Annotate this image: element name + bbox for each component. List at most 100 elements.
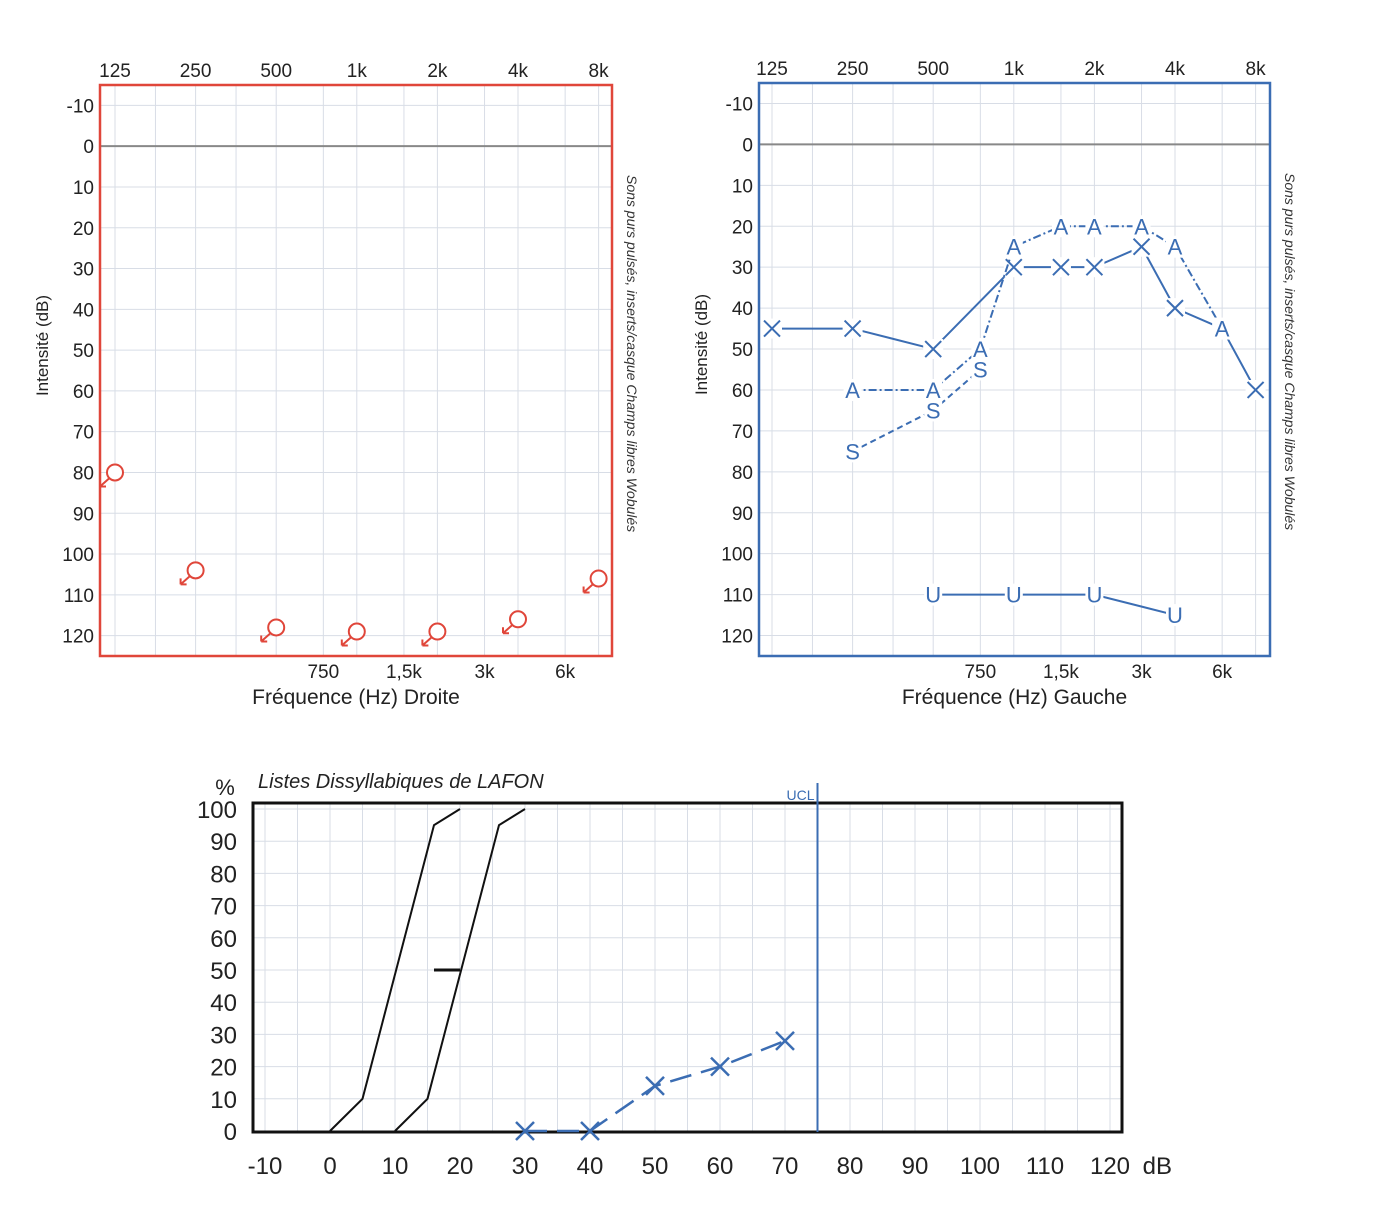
top-tick-label: 125 [99, 61, 131, 82]
top-tick-label: 250 [180, 61, 212, 82]
bottom-tick-label: 750 [964, 662, 996, 683]
letter-marker-A: A [845, 378, 860, 403]
letter-marker-A: A [1087, 214, 1102, 239]
y-tick-label: 40 [732, 299, 753, 320]
x-marker [763, 319, 781, 338]
masking-arrow-marker [99, 477, 110, 488]
top-tick-label: 500 [917, 59, 949, 80]
reference-curve [329, 808, 461, 1132]
y-tick-label: 60 [73, 382, 94, 403]
x-tick-label: 0 [323, 1153, 336, 1180]
letter-marker-S: S [973, 358, 988, 383]
bone-conduction-marker [589, 569, 608, 588]
masking-arrow-marker [582, 583, 594, 594]
y-tick-label: 100 [197, 797, 237, 824]
reference-curve [394, 808, 526, 1132]
bone-conduction-marker [267, 618, 286, 637]
y-tick-label: 20 [73, 219, 94, 240]
x-marker [1246, 381, 1265, 399]
bone-conduction-marker [186, 561, 205, 580]
masking-arrow-marker [260, 632, 271, 643]
y-tick-label: 50 [210, 958, 237, 985]
marker-bg [924, 378, 943, 401]
y-axis-label: Intensité (dB) [692, 294, 711, 395]
top-tick-label: 125 [756, 59, 788, 80]
masking-arrow-marker [340, 636, 352, 647]
x-marker [710, 1056, 730, 1077]
y-tick-label: 120 [62, 627, 94, 648]
bone-conduction-marker [428, 622, 447, 641]
x-marker [1005, 258, 1023, 276]
marker-bg [1004, 235, 1023, 258]
chart-frame [757, 81, 1272, 658]
series-line-A [852, 225, 1224, 391]
bone-conduction-marker [106, 463, 124, 482]
top-tick-label: 4k [1165, 59, 1186, 80]
letter-marker-A: A [1215, 317, 1230, 342]
y-tick-label: 40 [210, 990, 237, 1017]
x-tick-label: 80 [837, 1153, 864, 1180]
bottom-tick-label: 3k [475, 662, 496, 683]
y-tick-label: 30 [210, 1022, 237, 1049]
letter-marker-S: S [926, 398, 941, 423]
letter-marker-U: U [1006, 583, 1022, 608]
letter-marker-A: A [926, 378, 941, 403]
x-axis-unit: dB [1143, 1153, 1172, 1180]
top-tick-label: 1k [1004, 59, 1025, 80]
x-tick-label: -10 [248, 1153, 283, 1180]
y-tick-label: 70 [732, 422, 753, 443]
bottom-tick-label: 6k [555, 662, 576, 683]
speech-audiometry-chart: -10 0 10 20 30 40 50 60 70 80 90 100 110 120 dB 0 10 20 30… [197, 771, 1172, 1180]
y-tick-label: 110 [64, 586, 94, 607]
bottom-tick-label: 6k [1212, 662, 1233, 683]
y-tick-label: 40 [73, 300, 94, 321]
masking-arrow-marker [179, 575, 191, 586]
x-tick-label: 60 [707, 1153, 734, 1180]
x-marker [515, 1121, 535, 1141]
top-tick-label: 8k [1246, 59, 1267, 80]
top-tick-label: 250 [837, 59, 869, 80]
y-tick-label: 60 [210, 926, 237, 953]
marker-bg [971, 338, 990, 361]
marker-bg [1051, 215, 1070, 238]
x-tick-label: 30 [512, 1153, 539, 1180]
y-tick-label: 30 [73, 260, 94, 281]
x-marker [580, 1121, 600, 1141]
top-tick-label: 500 [260, 61, 292, 82]
letter-marker-S: S [845, 439, 860, 464]
y-axis-label: Intensité (dB) [33, 295, 52, 396]
letter-marker-A: A [1134, 214, 1149, 239]
masking-arrow-marker [421, 636, 433, 647]
masking-arrow-marker [502, 624, 513, 635]
x-tick-label: 10 [382, 1153, 409, 1180]
y-tick-label: 60 [732, 381, 753, 402]
y-tick-label: 90 [732, 504, 753, 525]
bottom-tick-label: 1,5k [1043, 662, 1079, 683]
letter-marker-U: U [1086, 583, 1102, 608]
letter-marker-A: A [973, 337, 988, 362]
marker-bg [971, 358, 990, 381]
ucl-label: UCL [786, 787, 814, 803]
bottom-tick-label: 750 [307, 662, 339, 683]
x-tick-label: 120 [1090, 1153, 1130, 1180]
y-tick-label: 0 [742, 135, 753, 156]
y-axis-unit: % [215, 775, 235, 800]
y-tick-label: 100 [62, 545, 94, 566]
marker-bg [843, 378, 862, 401]
series-line-U [933, 593, 1176, 617]
side-label: Sons purs pulsés, inserts/casque Champs … [1282, 173, 1298, 530]
x-axis-label: Fréquence (Hz) Gauche [902, 686, 1127, 709]
bone-conduction-marker [347, 622, 366, 641]
series-line-X [772, 245, 1257, 391]
top-tick-label: 4k [508, 61, 529, 82]
letter-marker-A: A [1168, 235, 1183, 260]
x-tick-label: 20 [447, 1153, 474, 1180]
marker-bg [1166, 235, 1184, 258]
x-marker [1132, 238, 1151, 256]
bottom-tick-label: 3k [1132, 662, 1153, 683]
top-tick-label: 8k [589, 61, 610, 82]
y-tick-label: -10 [726, 94, 753, 115]
y-tick-label: -10 [67, 96, 94, 117]
y-tick-label: 0 [224, 1119, 237, 1146]
